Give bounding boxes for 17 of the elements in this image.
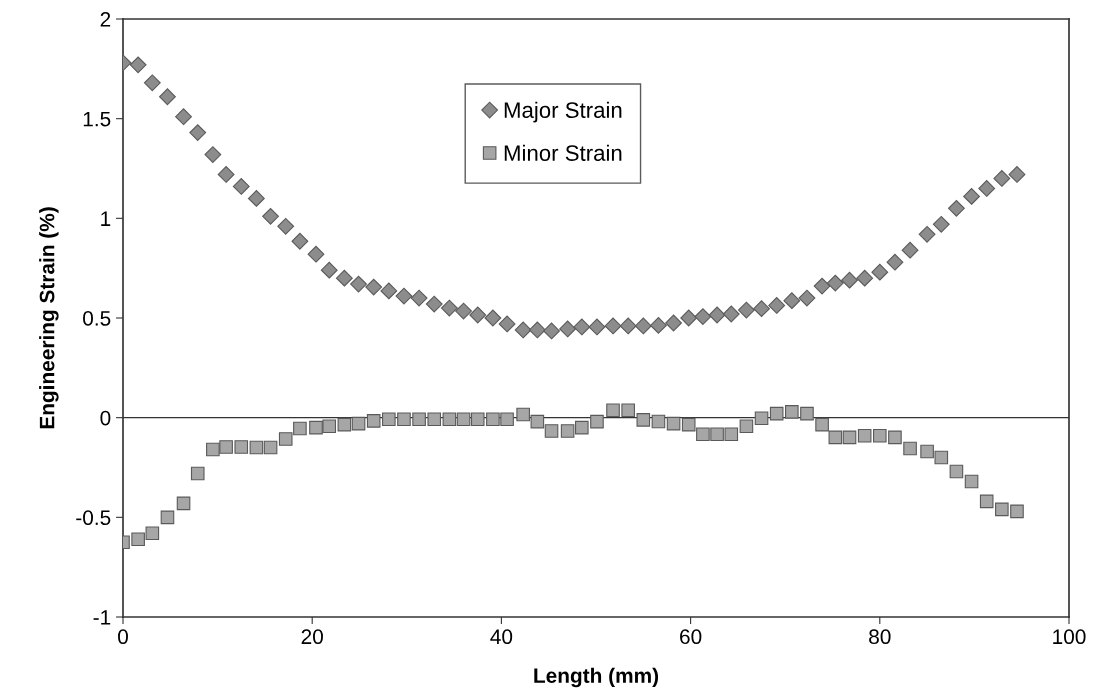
legend-label: Minor Strain (504, 144, 622, 161)
x-axis-title: Length (mm) (534, 667, 659, 688)
y-tick-label: 0 (100, 410, 111, 426)
x-tick-label: 60 (680, 629, 702, 645)
x-tick-label: 0 (118, 629, 128, 645)
legend-label: Major Strain (504, 101, 622, 123)
y-tick-label: -1 (93, 610, 111, 625)
x-tick-label: 80 (869, 629, 891, 645)
y-tick-label: 1 (101, 211, 111, 226)
x-tick-label: 20 (301, 629, 323, 645)
x-tick-label: 40 (490, 629, 513, 645)
y-axis-title: Engineering Strain (%) (39, 207, 59, 429)
y-tick-label: 1.5 (83, 111, 111, 127)
x-tick-label: 100 (1053, 629, 1086, 645)
y-tick-label: 2 (100, 12, 111, 27)
y-tick-label: 0.5 (83, 311, 111, 326)
y-tick-label: -0.5 (76, 510, 111, 526)
